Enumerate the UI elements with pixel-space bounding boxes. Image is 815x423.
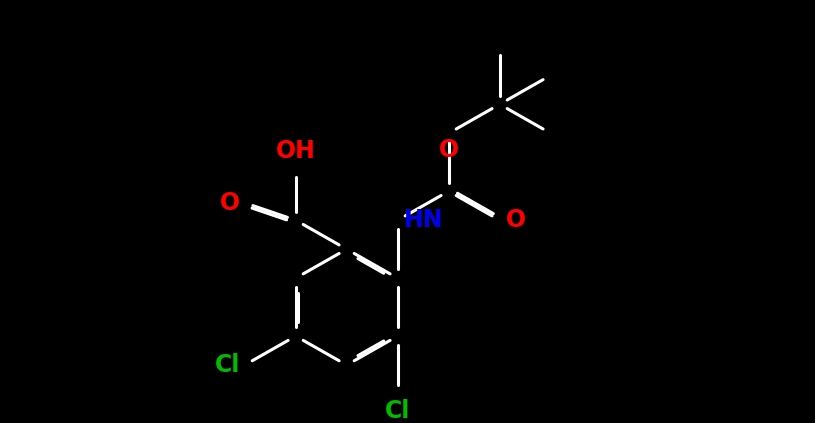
Text: O: O — [220, 191, 240, 215]
Text: Cl: Cl — [385, 398, 410, 423]
Text: Cl: Cl — [214, 353, 240, 377]
Text: O: O — [438, 138, 459, 162]
Text: O: O — [505, 208, 526, 232]
Text: OH: OH — [275, 140, 315, 163]
Text: HN: HN — [403, 208, 443, 232]
